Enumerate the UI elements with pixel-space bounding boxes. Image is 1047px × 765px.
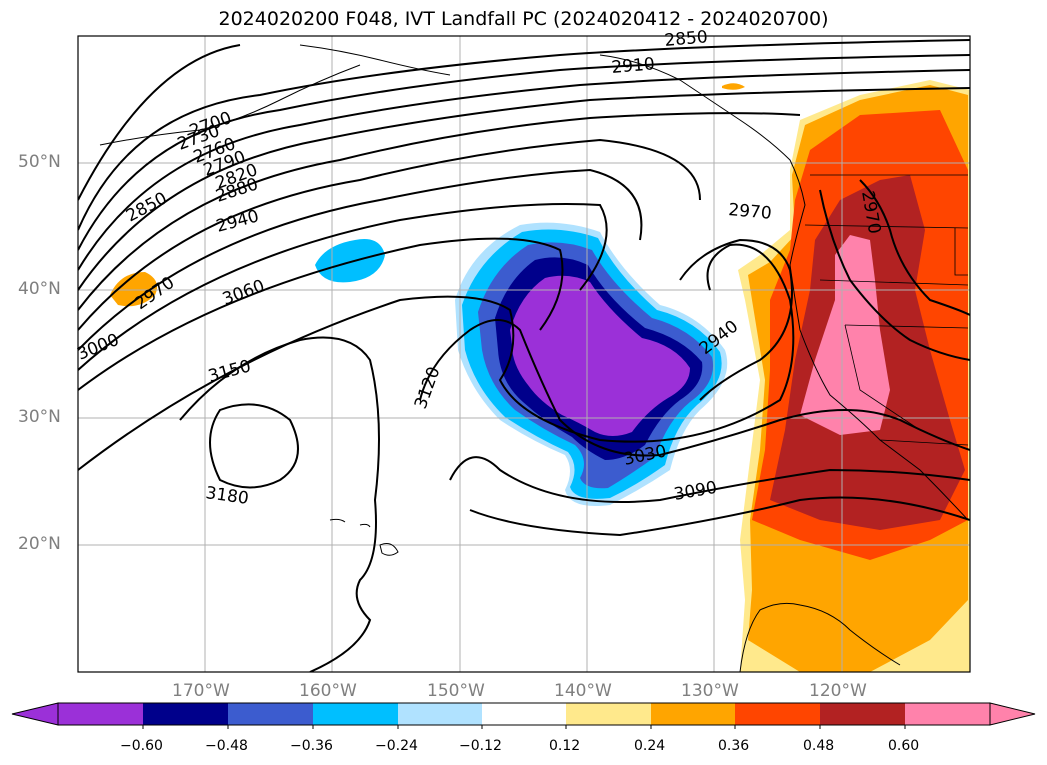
lon-label-150w: 150°W: [427, 681, 485, 701]
colorbar-segment: [143, 703, 228, 725]
political-borders: [804, 174, 969, 446]
colorbar-extend-max: [989, 702, 1036, 726]
lon-label-140w: 140°W: [554, 681, 612, 701]
lon-label-130w: 130°W: [681, 681, 739, 701]
colorbar-tick: −0.48: [205, 738, 248, 754]
colorbar-segment: [313, 703, 398, 725]
colorbar-tick: 0.60: [888, 738, 920, 754]
colorbar-segment: [905, 703, 990, 725]
map-border: [77, 35, 971, 673]
colorbar-segment: [651, 703, 735, 725]
colorbar-segment: [228, 703, 313, 725]
contour-label: 2850: [664, 27, 709, 51]
colorbar-segment: [820, 703, 905, 725]
colorbar-extend-min: [11, 702, 59, 726]
contour-label: 2970: [728, 200, 773, 224]
colorbar-tick: −0.12: [459, 738, 502, 754]
colorbar-segment: [58, 703, 143, 725]
lat-label-50n: 50°N: [18, 152, 61, 172]
colorbar-tick: −0.24: [375, 738, 418, 754]
colorbar-tick: 0.24: [634, 738, 666, 754]
colorbar-segment: [398, 703, 482, 725]
positive-ivt-anomaly: [110, 80, 970, 672]
colorbar-tick: 0.12: [549, 738, 581, 754]
colorbar-tick: 0.48: [803, 738, 835, 754]
colorbar: [11, 702, 1036, 729]
map-title: 2024020200 F048, IVT Landfall PC (202402…: [218, 8, 829, 30]
colorbar-segment: [566, 703, 651, 725]
lon-label-170w: 170°W: [172, 681, 230, 701]
colorbar-tick: 0.36: [718, 738, 750, 754]
lat-label-40n: 40°N: [18, 279, 61, 299]
lat-label-20n: 20°N: [18, 534, 61, 554]
lon-label-160w: 160°W: [299, 681, 357, 701]
height-contours: [78, 39, 970, 672]
contour-label: 2910: [611, 54, 656, 78]
colorbar-tick: −0.36: [290, 738, 333, 754]
colorbar-tick: −0.60: [120, 738, 163, 754]
lat-label-30n: 30°N: [18, 407, 61, 427]
lon-label-120w: 120°W: [809, 681, 867, 701]
colorbar-segment: [735, 703, 820, 725]
colorbar-segment: [482, 703, 566, 725]
